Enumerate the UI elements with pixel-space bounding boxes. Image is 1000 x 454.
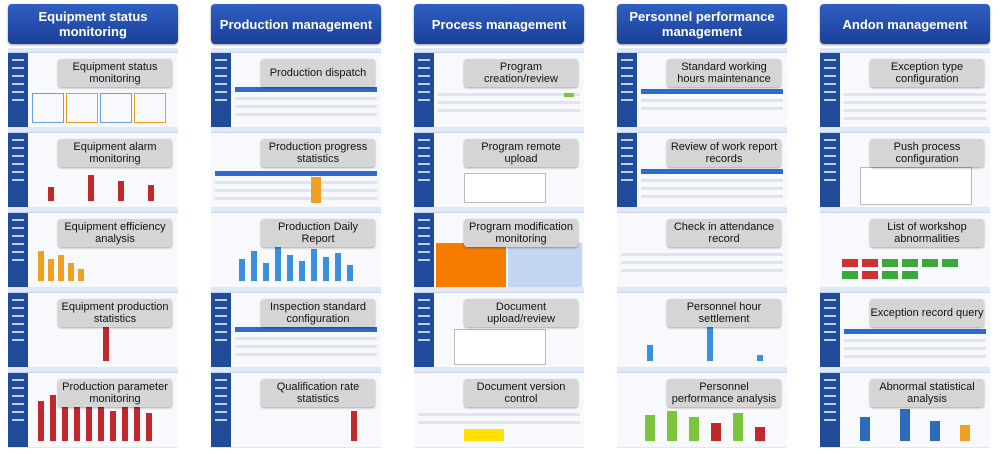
column-production-management: Production management Production dispatc…	[211, 0, 381, 454]
feature-label: Qualification rate statistics	[261, 379, 375, 407]
sidebar	[8, 373, 28, 447]
sidebar	[820, 133, 840, 207]
feature-label: List of workshop abnormalities	[870, 219, 984, 247]
column-process-management: Process management Program creation/revi…	[414, 0, 584, 454]
feature-label: Abnormal statistical analysis	[870, 379, 984, 407]
feature-label: Equipment status monitoring	[58, 59, 172, 87]
sidebar	[211, 53, 231, 127]
column-andon-management: Andon management Exception type configur…	[820, 0, 990, 454]
screenshot-strip: Program creation/review Program remote u…	[414, 48, 584, 448]
thumbnail-hour-settlement[interactable]: Personnel hour settlement	[617, 292, 787, 367]
thumbnail-alarm-monitoring[interactable]: Equipment alarm monitoring	[8, 132, 178, 207]
feature-label: Check in attendance record	[667, 219, 781, 247]
column-personnel-performance: Personnel performance management Standar…	[617, 0, 787, 454]
thumbnail-progress-statistics[interactable]: Production progress statistics	[211, 132, 381, 207]
feature-label: Document version control	[464, 379, 578, 407]
feature-label: Document upload/review	[464, 299, 578, 327]
screenshot-strip: Exception type configuration Push proces…	[820, 48, 990, 448]
feature-label: Equipment production statistics	[58, 299, 172, 327]
thumbnail-push-process[interactable]: Push process configuration	[820, 132, 990, 207]
sidebar	[617, 133, 637, 207]
thumbnail-work-report-review[interactable]: Review of work report records	[617, 132, 787, 207]
feature-label: Production Daily Report	[261, 219, 375, 247]
column-title: Production management	[211, 4, 381, 44]
thumbnail-status-monitoring[interactable]: Equipment status monitoring	[8, 52, 178, 127]
sidebar	[414, 293, 434, 367]
sidebar	[820, 373, 840, 447]
sidebar	[8, 53, 28, 127]
thumbnail-attendance-record[interactable]: Check in attendance record	[617, 212, 787, 287]
feature-label: Program remote upload	[464, 139, 578, 167]
thumbnail-standard-hours[interactable]: Standard working hours maintenance	[617, 52, 787, 127]
sidebar	[8, 213, 28, 287]
thumbnail-document-upload[interactable]: Document upload/review	[414, 292, 584, 367]
feature-label: Production progress statistics	[261, 139, 375, 167]
feature-label: Personnel hour settlement	[667, 299, 781, 327]
feature-label: Personnel performance analysis	[667, 379, 781, 407]
feature-label: Exception record query	[870, 299, 984, 327]
column-equipment-status: Equipment status monitoring Equipment st…	[8, 0, 178, 454]
column-title: Andon management	[820, 4, 990, 44]
thumbnail-inspection-config[interactable]: Inspection standard configuration	[211, 292, 381, 367]
sidebar	[8, 293, 28, 367]
thumbnail-production-dispatch[interactable]: Production dispatch	[211, 52, 381, 127]
sidebar	[414, 133, 434, 207]
sidebar	[211, 293, 231, 367]
sidebar	[617, 53, 637, 127]
column-title: Equipment status monitoring	[8, 4, 178, 44]
feature-label: Program creation/review	[464, 59, 578, 87]
sidebar	[211, 373, 231, 447]
feature-label: Standard working hours maintenance	[667, 59, 781, 87]
sidebar	[414, 213, 434, 287]
thumbnail-efficiency-analysis[interactable]: Equipment efficiency analysis	[8, 212, 178, 287]
sidebar	[8, 133, 28, 207]
column-title: Personnel performance management	[617, 4, 787, 44]
thumbnail-exception-type[interactable]: Exception type configuration	[820, 52, 990, 127]
sidebar	[820, 53, 840, 127]
thumbnail-version-control[interactable]: Document version control	[414, 372, 584, 447]
screenshot-strip: Production dispatch Production progress …	[211, 48, 381, 448]
feature-label: Production dispatch	[261, 59, 375, 87]
thumbnail-qualification-rate[interactable]: Qualification rate statistics	[211, 372, 381, 447]
thumbnail-production-statistics[interactable]: Equipment production statistics	[8, 292, 178, 367]
feature-label: Push process configuration	[870, 139, 984, 167]
feature-label: Exception type configuration	[870, 59, 984, 87]
thumbnail-modification-monitoring[interactable]: Program modification monitoring	[414, 212, 584, 287]
thumbnail-program-creation[interactable]: Program creation/review	[414, 52, 584, 127]
feature-label: Inspection standard configuration	[261, 299, 375, 327]
screenshot-strip: Standard working hours maintenance Revie…	[617, 48, 787, 448]
thumbnail-daily-report[interactable]: Production Daily Report	[211, 212, 381, 287]
feature-label: Review of work report records	[667, 139, 781, 167]
thumbnail-parameter-monitoring[interactable]: Production parameter monitoring	[8, 372, 178, 447]
feature-label: Equipment alarm monitoring	[58, 139, 172, 167]
feature-label: Program modification monitoring	[464, 219, 578, 247]
thumbnail-remote-upload[interactable]: Program remote upload	[414, 132, 584, 207]
feature-label: Production parameter monitoring	[58, 379, 172, 407]
thumbnail-exception-record[interactable]: Exception record query	[820, 292, 990, 367]
sidebar	[414, 53, 434, 127]
column-title: Process management	[414, 4, 584, 44]
feature-label: Equipment efficiency analysis	[58, 219, 172, 247]
thumbnail-workshop-abnormalities[interactable]: List of workshop abnormalities	[820, 212, 990, 287]
sidebar	[820, 293, 840, 367]
screenshot-strip: Equipment status monitoring Equipment al…	[8, 48, 178, 448]
thumbnail-abnormal-statistics[interactable]: Abnormal statistical analysis	[820, 372, 990, 447]
thumbnail-performance-analysis[interactable]: Personnel performance analysis	[617, 372, 787, 447]
